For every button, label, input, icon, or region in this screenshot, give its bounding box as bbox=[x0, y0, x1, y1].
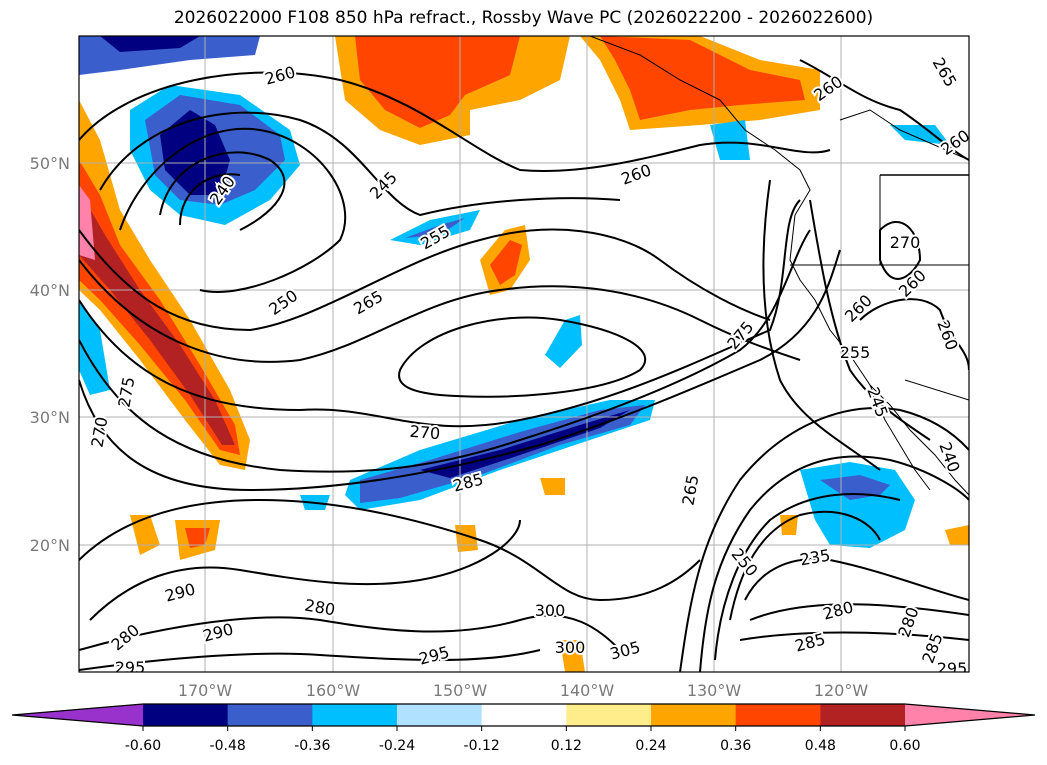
colorbar-tick-label: -0.24 bbox=[379, 738, 415, 754]
colorbar-tick-label: 0.24 bbox=[635, 738, 666, 754]
colorbar-segment bbox=[820, 704, 906, 726]
colorbar: -0.60 -0.48 -0.36 -0.24 -0.12 0.12 0.24 0.36 0.4… bbox=[11, 703, 1036, 754]
contour-label: 300 bbox=[555, 638, 586, 657]
lon-label: 130°W bbox=[687, 681, 742, 700]
contour-lines bbox=[79, 59, 969, 672]
lon-label: 170°W bbox=[178, 681, 233, 700]
colorbar-segment bbox=[481, 704, 567, 726]
contour-label: 300 bbox=[535, 601, 566, 620]
colorbar-tick-label: -0.48 bbox=[210, 738, 246, 754]
map-frame bbox=[78, 35, 970, 673]
colorbar-segment bbox=[397, 704, 483, 726]
colorbar-segment bbox=[143, 704, 229, 726]
lon-label: 120°W bbox=[814, 681, 869, 700]
contour-label: 270 bbox=[890, 233, 921, 252]
colorbar-tick-label: -0.12 bbox=[464, 738, 500, 754]
contour-label: 295 bbox=[115, 658, 146, 677]
colorbar-tick-label: 0.60 bbox=[889, 738, 920, 754]
colorbar-extend-high bbox=[905, 704, 1035, 726]
lat-label: 20°N bbox=[30, 536, 70, 555]
lat-label: 50°N bbox=[30, 154, 70, 173]
colorbar-tick-label: 0.48 bbox=[805, 738, 836, 754]
lat-axis: 50°N 40°N 30°N 20°N bbox=[30, 154, 70, 555]
lat-label: 30°N bbox=[30, 408, 70, 427]
colorbar-tick-label: 0.12 bbox=[551, 738, 582, 754]
colorbar-tick-label: 0.36 bbox=[720, 738, 751, 754]
colorbar-segment bbox=[227, 704, 313, 726]
lon-axis: 170°W 160°W 150°W 140°W 130°W 120°W bbox=[178, 681, 869, 700]
colorbar-segment bbox=[566, 704, 652, 726]
colorbar-tick-label: -0.60 bbox=[125, 738, 161, 754]
lon-label: 150°W bbox=[433, 681, 488, 700]
lon-label: 140°W bbox=[560, 681, 615, 700]
figure-title: 2026022000 F108 850 hPa refract., Rossby… bbox=[173, 8, 874, 28]
contour-label: 255 bbox=[840, 343, 871, 362]
colorbar-segment bbox=[651, 704, 737, 726]
colorbar-segment bbox=[735, 704, 821, 726]
colorbar-extend-low bbox=[12, 704, 143, 726]
coastlines bbox=[589, 36, 969, 496]
contour-label: 270 bbox=[409, 422, 441, 444]
lon-label: 160°W bbox=[306, 681, 361, 700]
gridlines bbox=[79, 36, 969, 672]
contour-label: 295 bbox=[937, 659, 968, 678]
lat-label: 40°N bbox=[30, 281, 70, 300]
colorbar-segment bbox=[312, 704, 398, 726]
colorbar-tick-label: -0.36 bbox=[294, 738, 330, 754]
